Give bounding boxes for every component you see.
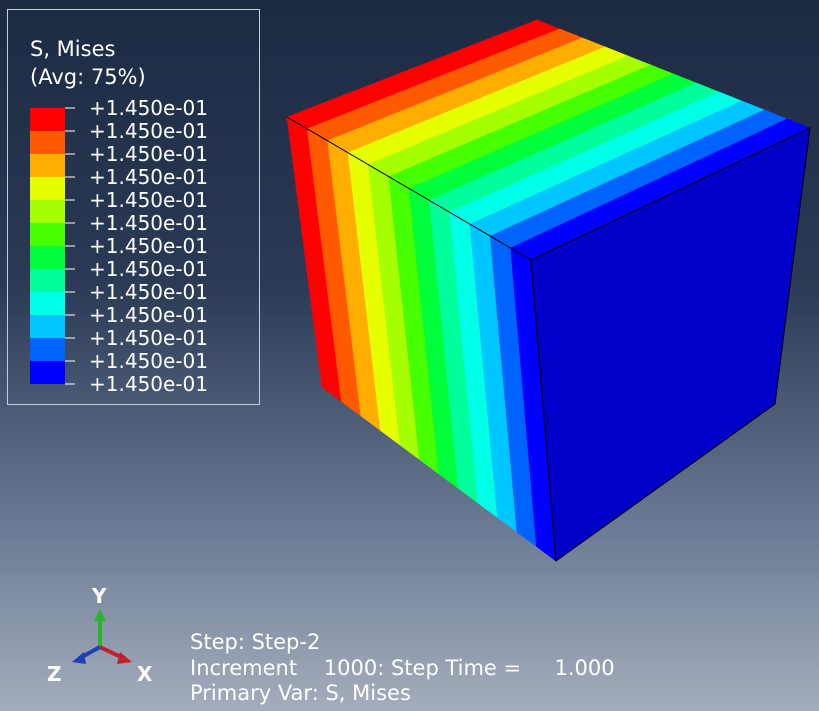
cube-top-face xyxy=(286,19,811,261)
legend-swatch xyxy=(30,269,65,292)
x-axis-label: X xyxy=(137,662,153,686)
axis-triad: Y X Z xyxy=(47,585,153,686)
legend-label: +1.450e-01 xyxy=(89,257,208,281)
step-info: Step: Step-2 xyxy=(190,630,321,654)
legend-swatch xyxy=(30,223,65,246)
legend-swatch xyxy=(30,154,65,177)
cube-edges xyxy=(286,116,557,562)
legend-swatch xyxy=(30,246,65,269)
legend-subtitle: (Avg: 75%) xyxy=(30,65,146,89)
legend-label: +1.450e-01 xyxy=(89,188,208,212)
cube-left-face xyxy=(286,116,557,562)
y-axis-label: Y xyxy=(91,585,107,608)
legend-color-scale xyxy=(30,107,75,385)
legend-label: +1.450e-01 xyxy=(89,280,208,304)
legend-swatch xyxy=(30,200,65,223)
legend-swatch xyxy=(30,108,65,131)
contour-legend[interactable]: S, Mises (Avg: 75%) +1.450e-01 +1.450e-01… xyxy=(7,9,260,405)
legend-label: +1.450e-01 xyxy=(89,211,208,235)
legend-label: +1.450e-01 xyxy=(89,372,208,396)
increment-info: Increment 1000: Step Time = 1.000 xyxy=(190,656,615,680)
legend-swatch xyxy=(30,131,65,154)
primary-var-info: Primary Var: S, Mises xyxy=(190,681,411,705)
x-axis-arrowhead xyxy=(117,652,132,664)
legend-label: +1.450e-01 xyxy=(89,96,208,120)
legend-label: +1.450e-01 xyxy=(89,349,208,373)
legend-title: S, Mises xyxy=(30,37,116,61)
legend-swatch xyxy=(30,177,65,200)
legend-label: +1.450e-01 xyxy=(89,165,208,189)
legend-swatch xyxy=(30,292,65,315)
legend-swatch xyxy=(30,361,65,384)
legend-label: +1.450e-01 xyxy=(89,142,208,166)
legend-swatch xyxy=(30,338,65,361)
y-axis-arrowhead xyxy=(94,609,106,621)
legend-label: +1.450e-01 xyxy=(89,234,208,258)
z-axis-arrowhead xyxy=(72,652,86,664)
legend-label: +1.450e-01 xyxy=(89,119,208,143)
legend-label: +1.450e-01 xyxy=(89,303,208,327)
legend-label: +1.450e-01 xyxy=(89,326,208,350)
legend-swatch xyxy=(30,315,65,338)
z-axis-label: Z xyxy=(47,662,62,686)
